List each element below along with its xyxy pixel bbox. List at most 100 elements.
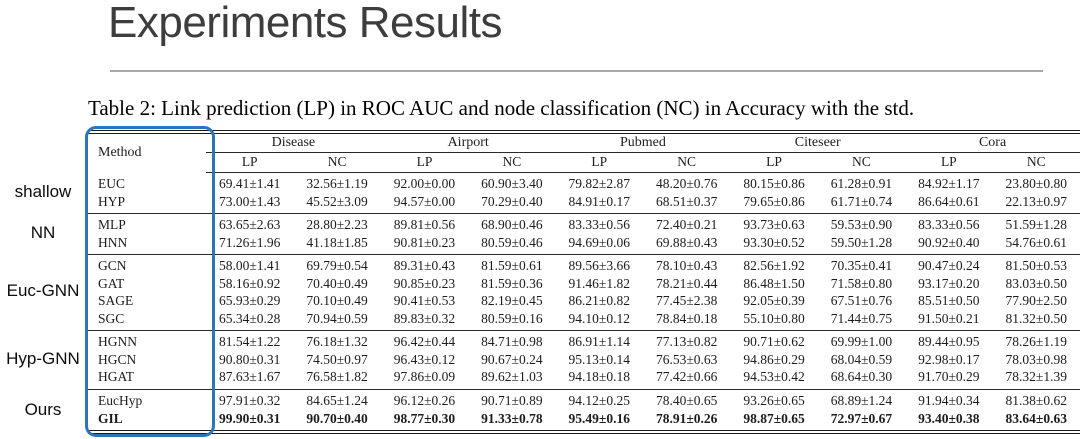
result-value: 90.80±0.31: [218, 351, 281, 367]
method-name: HGAT: [98, 369, 134, 385]
method-name: HGNN: [88, 330, 206, 351]
result-value: 94.69±0.06: [568, 234, 630, 250]
table-caption: Table 2: Link prediction (LP) in ROC AUC…: [88, 96, 915, 120]
result-value: 78.91±0.26: [655, 410, 718, 426]
result-value: 78.03±0.98: [1005, 351, 1067, 367]
result-value: 80.15±0.86: [743, 176, 805, 191]
result-value: 72.40±0.21: [642, 213, 731, 234]
table-row-gcn: GCN 58.00±1.41 69.79±0.54 89.31±0.43 81.59±0…: [88, 254, 1080, 275]
dataset-header-cora: Cora: [905, 132, 1080, 153]
result-value: 90.92±0.40: [918, 234, 980, 250]
result-value: 96.42±0.44: [380, 330, 469, 351]
result-value: 84.91±0.17: [568, 193, 630, 209]
result-value: 23.80±0.80: [1005, 176, 1067, 191]
result-value: 69.79±0.54: [293, 254, 381, 275]
result-value: 90.85±0.23: [393, 275, 456, 291]
result-value: 86.91±1.14: [555, 330, 643, 351]
table-row-gil: GIL 99.90±0.31 90.70±0.40 98.77±0.30 91.33±0…: [88, 410, 1080, 433]
result-value: 90.81±0.23: [393, 234, 456, 250]
result-value: 81.54±1.22: [206, 330, 294, 351]
result-value: 86.48±1.50: [743, 275, 805, 291]
result-value: 78.21±0.44: [655, 275, 718, 291]
result-value: 80.59±0.46: [481, 234, 543, 250]
result-value: 81.59±0.61: [468, 254, 556, 275]
metric-header-cora-nc: NC: [992, 152, 1080, 173]
column-header-method: Method: [98, 145, 142, 161]
result-value: 81.38±0.62: [992, 389, 1080, 410]
result-value: 94.12±0.25: [555, 389, 643, 410]
result-value: 89.62±1.03: [481, 369, 543, 385]
result-value: 77.13±0.82: [642, 330, 731, 351]
dataset-header-disease: Disease: [206, 132, 381, 153]
table-row-gat: GAT 58.16±0.92 70.40±0.49 90.85±0.23 81.59±0…: [88, 275, 1080, 293]
method-name: EucHyp: [88, 389, 206, 410]
result-value: 93.73±0.63: [730, 213, 818, 234]
metric-header-airport-nc: NC: [468, 152, 556, 173]
result-value: 65.93±0.29: [218, 293, 281, 309]
method-name: HNN: [98, 234, 128, 250]
group-label-hyp-gnn: Hyp-GNN: [6, 348, 80, 368]
result-value: 90.71±0.89: [468, 389, 556, 410]
result-value: 83.64±0.63: [1005, 410, 1067, 426]
method-group-ours: EucHyp 97.91±0.32 84.65±1.24 96.12±0.26 90.7…: [88, 389, 1080, 433]
result-value: 70.94±0.59: [306, 310, 368, 326]
dataset-header-pubmed: Pubmed: [555, 132, 731, 153]
result-value: 94.57±0.00: [393, 193, 456, 209]
result-value: 73.00±1.43: [218, 193, 281, 209]
result-value: 90.41±0.53: [393, 293, 456, 309]
result-value: 72.97±0.67: [830, 410, 893, 426]
method-name: HYP: [98, 193, 126, 209]
result-value: 93.17±0.20: [918, 275, 980, 291]
table-row-euchyp: EucHyp 97.91±0.32 84.65±1.24 96.12±0.26 90.7…: [88, 389, 1080, 410]
table-row-hnn: HNN 71.26±1.96 41.18±1.85 90.81±0.23 80.59±0…: [88, 234, 1080, 255]
method-name: MLP: [88, 213, 206, 234]
result-value: 93.30±0.52: [743, 234, 805, 250]
table-row-hyp: HYP 73.00±1.43 45.52±3.09 94.57±0.00 70.29±0…: [88, 193, 1080, 214]
dataset-header-airport: Airport: [380, 132, 556, 153]
result-value: 81.50±0.53: [992, 254, 1080, 275]
result-value: 99.90±0.31: [218, 410, 281, 426]
result-value: 54.76±0.61: [1005, 234, 1067, 250]
result-value: 76.18±1.32: [293, 330, 381, 351]
result-value: 86.64±0.61: [918, 193, 980, 209]
result-value: 94.86±0.29: [743, 351, 805, 367]
result-value: 69.88±0.43: [655, 234, 718, 250]
result-value: 87.63±1.67: [218, 369, 281, 385]
method-group-euc-gnn: GCN 58.00±1.41 69.79±0.54 89.31±0.43 81.59±0…: [88, 254, 1080, 331]
result-value: 70.35±0.41: [817, 254, 906, 275]
metric-header-cora-lp: LP: [905, 152, 993, 173]
method-group-nn: MLP 63.65±2.63 28.80±2.23 89.81±0.56 68.90±0…: [88, 213, 1080, 255]
group-label-nn: NN: [30, 222, 56, 242]
result-value: 82.56±1.92: [730, 254, 818, 275]
slide-title: Experiments Results: [108, 0, 502, 47]
result-value: 83.03±0.50: [1005, 275, 1067, 291]
method-name: GCN: [88, 254, 206, 275]
method-group-hyp-gnn: HGNN 81.54±1.22 76.18±1.32 96.42±0.44 84.71±…: [88, 330, 1080, 390]
result-value: 71.44±0.75: [830, 310, 893, 326]
result-value: 60.90±3.40: [481, 176, 543, 191]
result-value: 61.28±0.91: [830, 176, 893, 191]
metric-header-disease-lp: LP: [206, 152, 294, 173]
result-value: 71.26±1.96: [218, 234, 281, 250]
group-label-ours: Ours: [24, 399, 62, 419]
result-value: 95.13±0.14: [568, 351, 630, 367]
method-name: SGC: [98, 310, 125, 326]
result-value: 91.46±1.82: [568, 275, 630, 291]
result-value: 59.50±1.28: [830, 234, 893, 250]
result-value: 81.59±0.36: [481, 275, 543, 291]
result-value: 41.18±1.85: [306, 234, 368, 250]
result-value: 74.50±0.97: [306, 351, 368, 367]
result-value: 68.51±0.37: [655, 193, 718, 209]
result-value: 65.34±0.28: [218, 310, 281, 326]
table-row-mlp: MLP 63.65±2.63 28.80±2.23 89.81±0.56 68.90±0…: [88, 213, 1080, 234]
metric-header-disease-nc: NC: [293, 152, 381, 173]
result-value: 97.86±0.09: [393, 369, 456, 385]
result-value: 58.00±1.41: [206, 254, 294, 275]
result-value: 80.59±0.16: [481, 310, 543, 326]
result-value: 68.04±0.59: [830, 351, 893, 367]
metric-header-pubmed-nc: NC: [642, 152, 731, 173]
result-value: 89.31±0.43: [380, 254, 469, 275]
metric-header-citeseer-lp: LP: [730, 152, 818, 173]
results-table: Method Disease Airport Pubmed Citeseer Cora LP…: [88, 130, 1080, 435]
result-value: 85.51±0.50: [918, 293, 980, 309]
